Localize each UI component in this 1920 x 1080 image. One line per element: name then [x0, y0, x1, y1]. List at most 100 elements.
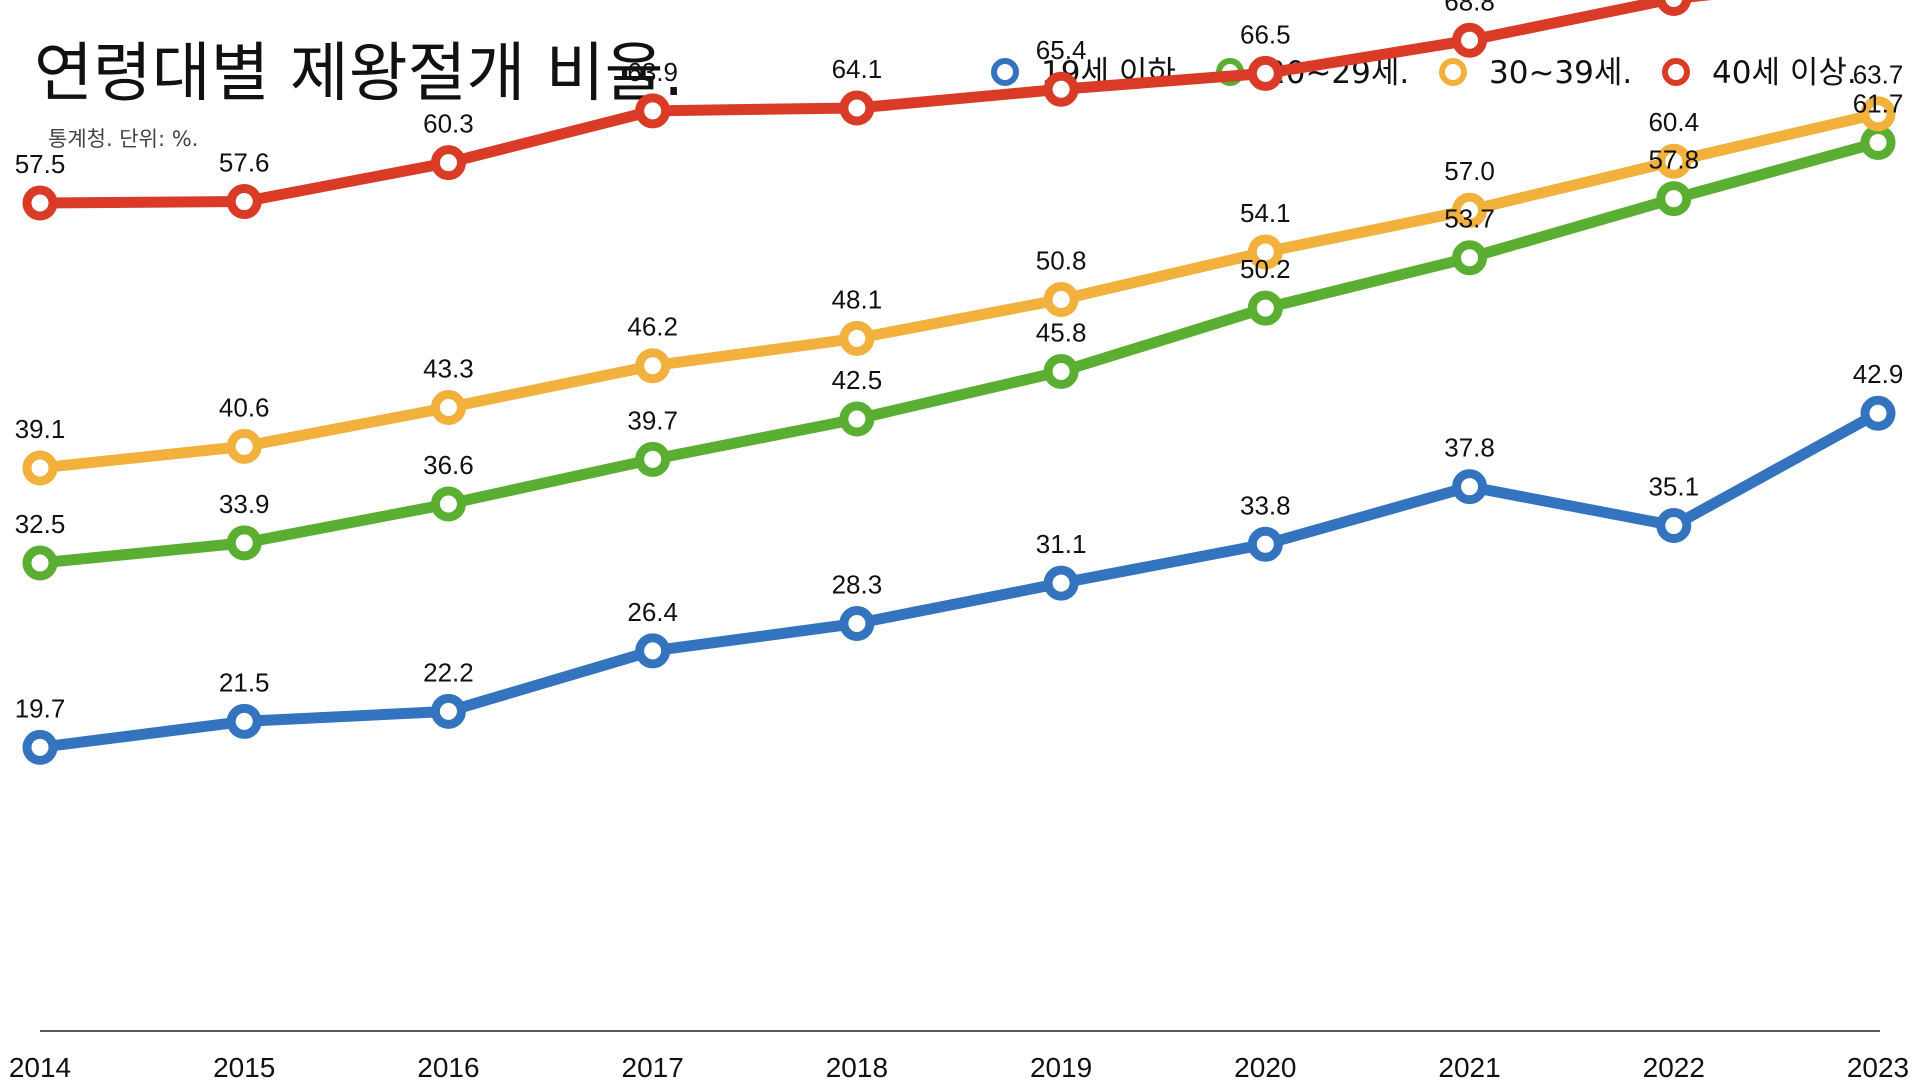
- data-point: [839, 401, 875, 437]
- data-label: 43.3: [423, 353, 474, 383]
- data-label: 60.3: [423, 109, 474, 139]
- x-tick-label: 2020: [1234, 1052, 1296, 1080]
- series-line: [34, 137, 1884, 569]
- x-tick-label: 2021: [1438, 1052, 1500, 1080]
- data-point: [226, 703, 262, 739]
- data-label: 50.8: [1036, 245, 1087, 275]
- x-tick-label: 2014: [9, 1052, 71, 1080]
- chart-title: 연령대별 제왕절개 비율.: [34, 37, 684, 111]
- data-label: 53.7: [1444, 204, 1495, 234]
- data-label: 37.8: [1444, 433, 1495, 463]
- series-line: [34, 108, 1884, 474]
- data-label: 63.9: [627, 57, 678, 87]
- legend-marker: [1439, 58, 1467, 86]
- data-label: 45.8: [1036, 317, 1087, 347]
- data-point: [1656, 181, 1692, 217]
- data-label: 64.1: [832, 54, 883, 84]
- data-label: 57.0: [1444, 156, 1495, 186]
- x-tick-label: 2023: [1847, 1052, 1909, 1080]
- data-label: 21.5: [219, 667, 270, 697]
- data-label: 42.5: [832, 365, 883, 395]
- series-line: [34, 407, 1884, 753]
- legend-label: 30~39세.: [1489, 55, 1632, 91]
- data-point: [1247, 526, 1283, 562]
- data-label: 42.9: [1853, 359, 1904, 389]
- data-labels: 19.7 21.5 22.2 26.4 28.3 31.1 33.8 37.8 35.1 42.9…: [15, 0, 1904, 723]
- data-label: 48.1: [832, 284, 883, 314]
- data-point: [1247, 55, 1283, 91]
- data-label: 32.5: [15, 509, 66, 539]
- data-label: 50.2: [1240, 254, 1291, 284]
- data-point: [22, 185, 58, 221]
- data-point: [430, 693, 466, 729]
- data-label: 33.8: [1240, 490, 1291, 520]
- data-point: [1043, 565, 1079, 601]
- x-tick-label: 2016: [417, 1052, 479, 1080]
- data-point: [226, 525, 262, 561]
- data-label: 61.7: [1853, 89, 1904, 119]
- data-label: 57.5: [15, 149, 66, 179]
- data-point: [430, 486, 466, 522]
- data-point: [635, 441, 671, 477]
- series-line: [34, 0, 1713, 209]
- data-point: [22, 545, 58, 581]
- legend-marker: [991, 58, 1019, 86]
- data-label: 68.8: [1444, 0, 1495, 16]
- data-label: 54.1: [1240, 198, 1291, 228]
- data-label: 63.7: [1853, 60, 1904, 90]
- data-label: 46.2: [627, 312, 678, 342]
- data-label: 39.1: [15, 414, 66, 444]
- chart-subtitle: 통계청. 단위: %.: [48, 127, 198, 151]
- x-tick-label: 2019: [1030, 1052, 1092, 1080]
- data-label: 65.4: [1036, 35, 1087, 65]
- data-point: [226, 428, 262, 464]
- data-label: 39.7: [627, 405, 678, 435]
- series-layer: [22, 0, 1896, 765]
- data-point: [635, 348, 671, 384]
- data-label: 66.5: [1240, 19, 1291, 49]
- data-point: [1043, 353, 1079, 389]
- data-label: 31.1: [1036, 529, 1087, 559]
- data-point: [1452, 192, 1488, 228]
- data-point: [635, 633, 671, 669]
- data-label: 19.7: [15, 693, 66, 723]
- data-point: [635, 93, 671, 129]
- data-label: 60.4: [1648, 107, 1699, 137]
- data-point: [22, 729, 58, 765]
- data-point: [1247, 290, 1283, 326]
- data-point: [22, 450, 58, 486]
- data-label: 26.4: [627, 597, 678, 627]
- data-point: [1452, 469, 1488, 505]
- data-point: [1043, 71, 1079, 107]
- data-point: [839, 320, 875, 356]
- data-point: [1656, 508, 1692, 544]
- data-label: 35.1: [1648, 472, 1699, 502]
- data-point: [226, 184, 262, 220]
- data-point: [839, 90, 875, 126]
- data-point: [1656, 143, 1692, 179]
- data-label: 33.9: [219, 489, 270, 519]
- legend-marker: [1662, 58, 1690, 86]
- data-label: 40.6: [219, 392, 270, 422]
- data-point: [1043, 281, 1079, 317]
- data-point: [1860, 96, 1896, 132]
- data-point: [1860, 125, 1896, 161]
- data-point: [1452, 22, 1488, 58]
- x-tick-label: 2015: [213, 1052, 275, 1080]
- data-label: 57.6: [219, 148, 270, 178]
- data-label: 28.3: [832, 569, 883, 599]
- x-tick-label: 2022: [1643, 1052, 1705, 1080]
- data-point: [839, 605, 875, 641]
- data-point: [430, 389, 466, 425]
- x-axis-ticks: 2014 2015 2016 2017 2018 2019 2020 2021 2022 2023: [9, 1052, 1909, 1080]
- data-label: 22.2: [423, 657, 474, 687]
- data-point: [430, 145, 466, 181]
- x-tick-label: 2017: [622, 1052, 684, 1080]
- data-point: [1656, 0, 1692, 17]
- data-point: [1247, 234, 1283, 270]
- data-label: 36.6: [423, 450, 474, 480]
- legend-label: 40세 이상.: [1712, 55, 1857, 91]
- data-label: 57.8: [1648, 145, 1699, 175]
- data-point: [1452, 240, 1488, 276]
